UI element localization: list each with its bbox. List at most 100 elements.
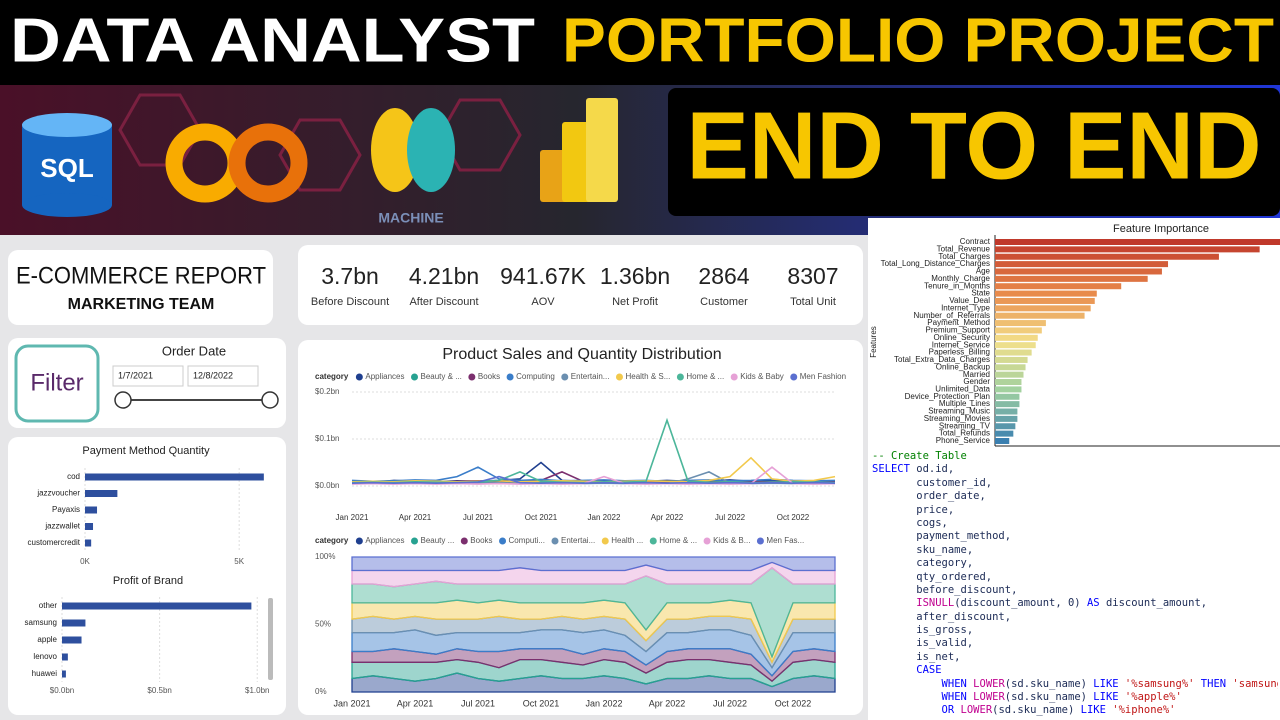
legend-entry: Health & S...: [625, 372, 670, 381]
bar: [995, 430, 1014, 437]
code-token: before_discount,: [872, 583, 1018, 596]
bar: [995, 349, 1032, 356]
code-line: WHEN LOWER(sd.sku_name) LIKE '%apple%': [872, 691, 1278, 704]
code-token: CASE: [916, 664, 942, 677]
legend-swatch: [561, 373, 569, 381]
end-date[interactable]: 12/8/2022: [193, 370, 233, 380]
legend-swatch: [601, 537, 609, 545]
legend-entry: Entertai...: [561, 536, 595, 545]
legend-entry: Health ...: [611, 536, 643, 545]
trend-title: Product Sales and Quantity Distribution: [442, 346, 721, 363]
y-tick-label: $0.1bn: [315, 434, 339, 443]
code-token: [872, 678, 942, 690]
legend-entry: Books: [478, 372, 500, 381]
legend-swatch: [355, 373, 363, 381]
headline-band: [0, 0, 1280, 85]
code-line: SELECT od.id,: [872, 463, 1278, 476]
ml-icon: MACHINE: [371, 108, 455, 226]
legend-swatch: [730, 373, 738, 381]
ml-label: MACHINE: [378, 210, 443, 226]
legend-swatch: [499, 537, 507, 545]
y-tick-label: apple: [37, 635, 57, 644]
filter-button-label[interactable]: Filter: [30, 369, 83, 396]
bar: [995, 239, 1280, 245]
code-token: price,: [872, 503, 955, 516]
tagline-box: [668, 88, 1280, 216]
chart-title: Payment Method Quantity: [82, 445, 210, 457]
code-line: ISNULL(discount_amount, 0) AS discount_a…: [872, 597, 1278, 610]
code-token: qty_ordered,: [872, 570, 993, 583]
code-line: qty_ordered,: [872, 571, 1278, 584]
code-line: before_discount,: [872, 584, 1278, 597]
series-line: [351, 475, 836, 485]
legend-swatch: [411, 373, 418, 381]
scrollbar[interactable]: [268, 598, 273, 680]
code-token: -- Create Table: [872, 450, 967, 462]
x-tick-label: Jan 2022: [585, 698, 622, 708]
legend-title: category: [315, 372, 349, 381]
y-tick-label: $0.2bn: [315, 387, 339, 396]
kpi-label: Net Profit: [612, 296, 658, 308]
y-tick-label: 0%: [315, 687, 327, 696]
legend-swatch: [411, 537, 418, 545]
legend-entry: Beauty & ...: [421, 372, 462, 381]
start-date-box[interactable]: [112, 365, 184, 387]
colab-icon: [165, 123, 308, 203]
slider-handle[interactable]: [261, 391, 279, 409]
sql-code: -- Create Table SELECT od.id, customer_id…: [872, 450, 1278, 720]
filter-button[interactable]: [14, 344, 100, 423]
bar: [995, 268, 1162, 275]
code-token: cogs,: [872, 516, 948, 529]
bar: [995, 356, 1028, 363]
y-tick-label: Internet_Type: [941, 303, 990, 312]
code-token: LOWER: [973, 677, 1005, 690]
report-subtitle: MARKETING TEAM: [68, 296, 215, 313]
legend-entry: Men Fas...: [766, 536, 804, 545]
legend-entry: Home & ...: [686, 372, 724, 381]
y-tick-label: Streaming_Music: [928, 407, 990, 416]
code-line: is_gross,: [872, 624, 1278, 637]
y-tick-label: State: [971, 289, 990, 298]
kpi-label: Before Discount: [311, 296, 389, 308]
code-line: customer_id,: [872, 477, 1278, 490]
y-tick-label: Internet_Service: [932, 340, 991, 349]
code-line: after_discount,: [872, 611, 1278, 624]
legend-entry: Computi...: [509, 536, 545, 545]
headline: DATA ANALYST: [10, 6, 535, 75]
x-tick-label: $1.0bn: [245, 686, 269, 695]
kpi-card: [298, 245, 863, 325]
x-tick-label: $0.5bn: [147, 686, 171, 695]
kpi-value: 4.21bn: [409, 263, 479, 289]
code-panel: [868, 450, 1280, 720]
slider-handle[interactable]: [114, 391, 132, 409]
series-area: [351, 556, 836, 572]
kpi-label: Customer: [700, 296, 748, 308]
legend-swatch: [551, 537, 559, 545]
y-tick-label: customercredit: [28, 538, 81, 547]
bar: [62, 602, 252, 610]
bar: [995, 415, 1018, 422]
y-tick-label: Premium_Support: [926, 326, 991, 335]
kpi-value: 8307: [787, 263, 838, 289]
code-token: payment_method,: [872, 530, 1012, 543]
x-tick-label: Oct 2022: [775, 698, 812, 708]
y-tick-label: Total_Long_Distance_Charges: [881, 259, 990, 268]
x-tick-label: Jul 2022: [715, 513, 746, 522]
y-tick-label: Total_Extra_Data_Charges: [894, 355, 990, 364]
headline-highlight: PORTFOLIO PROJECT: [562, 6, 1274, 75]
y-tick-label: cod: [67, 472, 80, 481]
bar: [995, 371, 1024, 378]
x-tick-label: Oct 2021: [525, 513, 558, 522]
legend-entry: Men Fashion: [800, 372, 846, 381]
end-date-box[interactable]: [187, 365, 259, 387]
bar: [995, 312, 1085, 319]
y-tick-label: Unlimited_Data: [935, 385, 990, 394]
code-line: price,: [872, 504, 1278, 517]
bar: [995, 334, 1038, 341]
start-date[interactable]: 1/7/2021: [118, 370, 153, 380]
x-tick-label: Jan 2021: [333, 698, 370, 708]
y-tick-label: Device_Protection_Plan: [905, 392, 990, 401]
code-token: '%iphone%': [1112, 704, 1176, 717]
y-tick-label: Number_of_Referrals: [914, 311, 990, 320]
